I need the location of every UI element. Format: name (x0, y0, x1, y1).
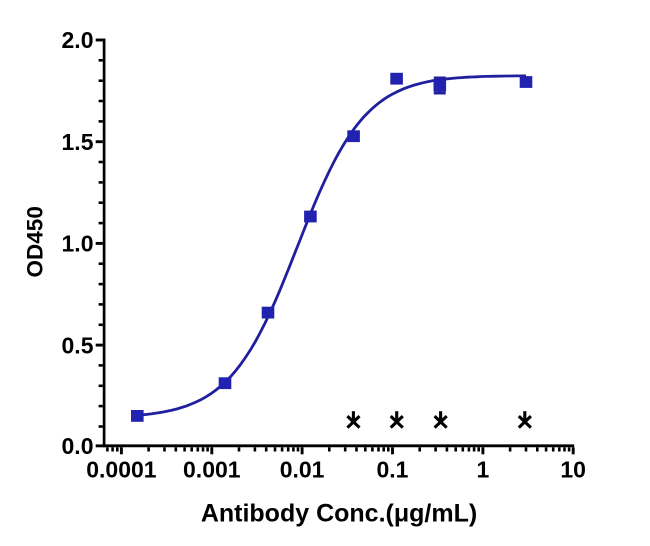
svg-text:0.0: 0.0 (62, 433, 94, 459)
svg-text:0.0001: 0.0001 (86, 457, 157, 483)
svg-text:10: 10 (560, 457, 586, 483)
svg-text:1: 1 (477, 457, 490, 483)
svg-text:0.1: 0.1 (377, 457, 409, 483)
svg-text:2.0: 2.0 (62, 27, 94, 53)
svg-text:OD450: OD450 (22, 206, 47, 277)
svg-text:1.0: 1.0 (62, 231, 94, 257)
svg-text:0.01: 0.01 (280, 457, 325, 483)
svg-text:0.001: 0.001 (183, 457, 241, 483)
svg-text:Antibody Conc.(μg/mL): Antibody Conc.(μg/mL) (201, 500, 477, 528)
svg-text:1.5: 1.5 (62, 129, 94, 155)
svg-text:0.5: 0.5 (62, 332, 94, 358)
